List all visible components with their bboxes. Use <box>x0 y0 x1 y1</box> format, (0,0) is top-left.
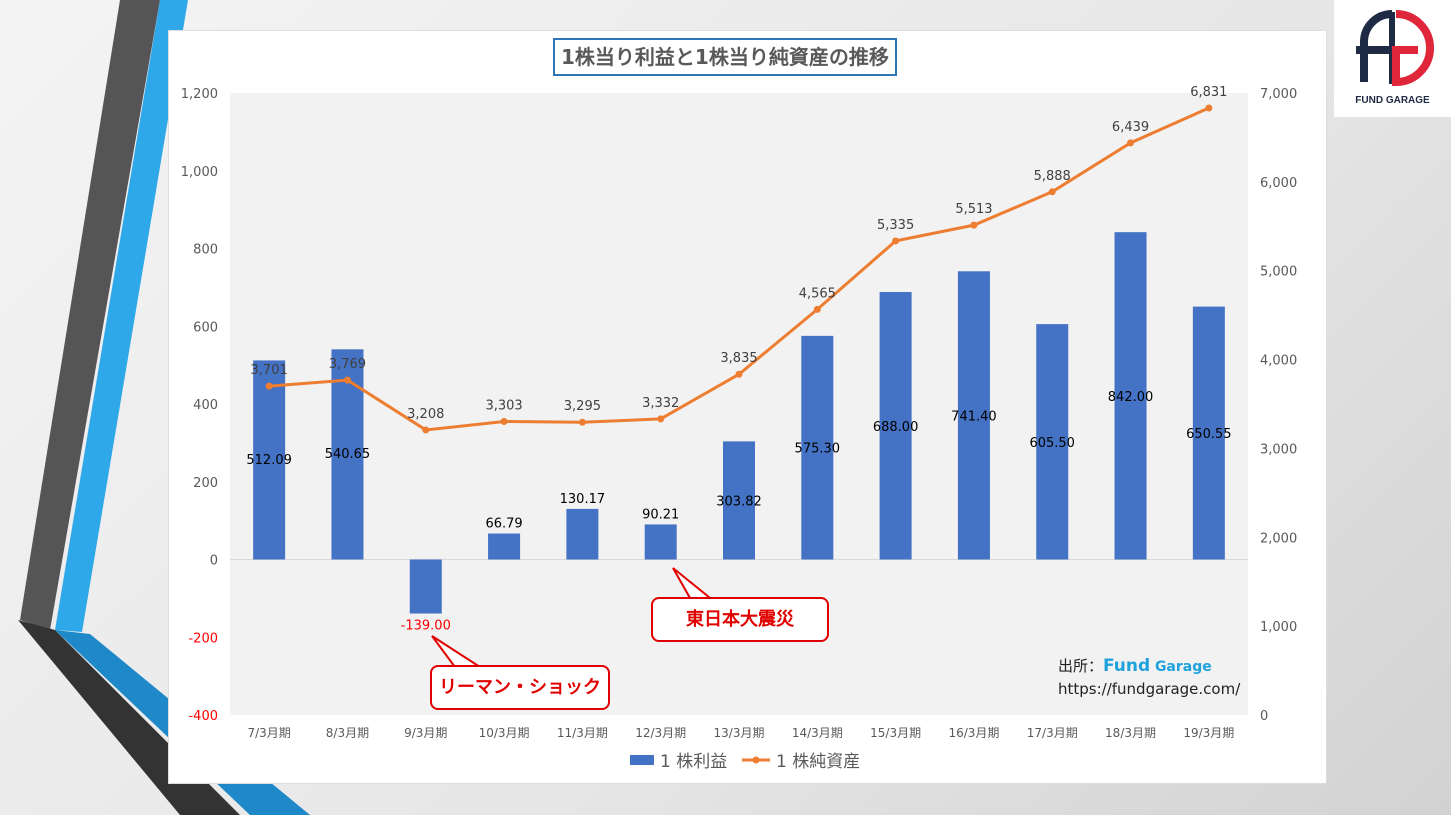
line-data-label: 5,888 <box>1034 169 1071 184</box>
y-left-tick-label: 800 <box>193 243 218 258</box>
source-brand-sub: Garage <box>1154 659 1212 675</box>
x-tick-label: 17/3月期 <box>1027 726 1078 740</box>
legend-label-bps: 1 株純資産 <box>776 752 860 772</box>
bar-eps <box>409 559 442 614</box>
source-note: 出所：Fund Garage https://fundgarage.com/ <box>1058 655 1240 698</box>
line-point-bps <box>735 370 743 378</box>
x-tick-label: 8/3月期 <box>326 726 369 740</box>
line-data-label: 3,769 <box>329 357 366 372</box>
line-point-bps <box>343 376 351 384</box>
y-right-tick-label: 3,000 <box>1260 442 1297 457</box>
line-point-bps <box>892 237 900 245</box>
line-point-bps <box>422 426 430 434</box>
bar-eps <box>488 533 521 560</box>
bar-eps <box>1192 306 1225 560</box>
logo-text: FUND GARAGE <box>1355 95 1430 106</box>
bar-eps <box>1114 232 1147 560</box>
bar-eps <box>801 335 834 560</box>
x-tick-label: 12/3月期 <box>635 726 686 740</box>
bar-data-label: 512.09 <box>246 453 292 468</box>
line-data-label: 3,208 <box>407 407 444 422</box>
callout-earthquake: 東日本大震災 <box>651 597 829 642</box>
bar-data-label: 605.50 <box>1029 436 1075 451</box>
line-data-label: 3,303 <box>485 399 522 414</box>
y-right-tick-label: 7,000 <box>1260 87 1297 102</box>
source-prefix: 出所： <box>1058 657 1104 675</box>
y-right-tick-label: 4,000 <box>1260 354 1297 369</box>
source-url[interactable]: https://fundgarage.com/ <box>1058 680 1241 698</box>
x-tick-label: 11/3月期 <box>557 726 608 740</box>
line-point-bps <box>578 418 586 426</box>
y-left-tick-label: -200 <box>188 631 218 646</box>
source-brand-main: Fund <box>1103 656 1151 676</box>
legend-swatch-eps <box>630 755 654 765</box>
bar-data-label: 66.79 <box>485 517 522 532</box>
bar-data-label: 575.30 <box>795 442 841 457</box>
logo-mark-icon <box>1356 10 1434 87</box>
line-point-bps <box>500 418 508 426</box>
bar-eps <box>723 441 755 560</box>
y-left-tick-label: 200 <box>193 476 218 491</box>
y-left-tick-label: 0 <box>210 554 218 569</box>
bar-eps <box>644 524 677 560</box>
bar-data-label: 90.21 <box>642 507 679 522</box>
bar-eps <box>1036 324 1069 560</box>
decor-stripe-dark <box>20 0 160 630</box>
line-data-label: 6,439 <box>1112 120 1149 135</box>
line-data-label: 3,295 <box>564 399 601 414</box>
bar-data-label: 540.65 <box>325 447 371 462</box>
line-data-label: 3,835 <box>720 351 757 366</box>
x-tick-label: 14/3月期 <box>792 726 843 740</box>
bar-data-label: 650.55 <box>1186 427 1232 442</box>
x-tick-label: 15/3月期 <box>870 726 921 740</box>
x-tick-label: 19/3月期 <box>1183 726 1234 740</box>
line-data-label: 6,831 <box>1190 85 1227 100</box>
y-right-tick-label: 0 <box>1260 709 1268 724</box>
line-point-bps <box>970 221 978 229</box>
bar-data-label: 842.00 <box>1108 390 1154 405</box>
x-tick-label: 18/3月期 <box>1105 726 1156 740</box>
y-right-tick-label: 5,000 <box>1260 265 1297 280</box>
y-left-tick-label: 400 <box>193 398 218 413</box>
legend-marker-bps <box>752 756 760 764</box>
x-tick-label: 7/3月期 <box>247 726 290 740</box>
callout-lehman: リーマン・ショック <box>430 665 610 710</box>
bar-eps <box>253 360 286 560</box>
chart-title: 1株当り利益と1株当り純資産の推移 <box>553 38 897 76</box>
bar-data-label: 741.40 <box>951 409 997 424</box>
line-point-bps <box>657 415 665 423</box>
line-point-bps <box>1048 188 1056 196</box>
y-right-tick-label: 1,000 <box>1260 620 1297 635</box>
decor-stripe-blue <box>55 0 188 632</box>
bar-data-label: 688.00 <box>873 420 919 435</box>
y-left-tick-label: 1,200 <box>181 87 218 102</box>
y-left-tick-label: -400 <box>188 709 218 724</box>
fund-garage-logo: FUND GARAGE <box>1334 0 1451 117</box>
y-right-tick-label: 2,000 <box>1260 531 1297 546</box>
bar-data-label: 303.82 <box>716 494 762 509</box>
x-tick-label: 13/3月期 <box>714 726 765 740</box>
bar-eps <box>957 271 990 560</box>
line-data-label: 3,701 <box>251 363 288 378</box>
bar-data-label: 130.17 <box>560 492 606 507</box>
bar-eps <box>566 508 599 560</box>
x-tick-label: 16/3月期 <box>948 726 999 740</box>
x-tick-label: 9/3月期 <box>404 726 447 740</box>
legend-label-eps: 1 株利益 <box>660 752 727 772</box>
line-data-label: 5,513 <box>955 202 992 217</box>
line-point-bps <box>1205 104 1213 112</box>
y-left-tick-label: 600 <box>193 320 218 335</box>
y-right-tick-label: 6,000 <box>1260 176 1297 191</box>
line-data-label: 5,335 <box>877 218 914 233</box>
line-data-label: 4,565 <box>799 286 836 301</box>
bar-data-label: -139.00 <box>401 619 451 634</box>
bar-eps <box>331 349 364 560</box>
x-tick-label: 10/3月期 <box>479 726 530 740</box>
y-left-tick-label: 1,000 <box>181 165 218 180</box>
bar-eps <box>879 292 912 560</box>
line-point-bps <box>1127 139 1135 147</box>
line-point-bps <box>265 382 273 390</box>
line-data-label: 3,332 <box>642 396 679 411</box>
line-point-bps <box>813 305 821 313</box>
